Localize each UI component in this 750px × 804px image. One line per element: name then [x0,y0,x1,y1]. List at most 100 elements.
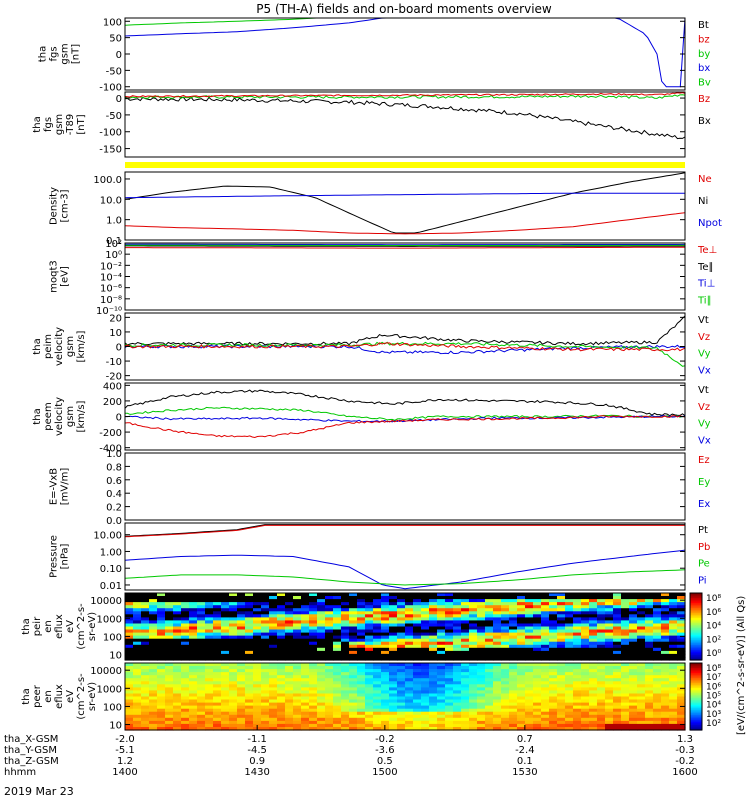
legend-bz: bz [698,34,710,45]
y-tick-label: 0 [116,413,122,424]
series-group [125,525,685,589]
series-line-black [125,97,685,138]
y-axis-label-line: fgs [43,117,54,132]
y-axis-label-line: en [43,620,54,633]
x-row-value: -1.1 [247,734,267,745]
y-axis-label: Density[cm-3] [49,187,71,225]
legend-te∥: Te∥ [697,262,714,273]
legend-vt: Vt [698,385,709,396]
legend-vx: Vx [698,365,711,376]
series-line-green [125,95,685,99]
y-axis-label-line: (cm^2-s- [76,673,87,720]
x-row-value: 0.5 [377,756,393,767]
y-axis-label: thapeerenefluxeV(cm^2-s-sr-eV) [21,673,98,720]
y-axis-label-line: tha [32,408,43,424]
series-group [125,316,685,366]
colorbar-tick-label: 10² [706,719,721,729]
series-line-red [125,213,685,234]
y-tick-label: 0.0 [106,516,122,527]
legend-pe: Pe [698,559,710,570]
x-row-label: hhmm [4,767,36,778]
legend-ey: Ey [698,477,710,488]
y-axis-label-line: eflux [54,684,65,709]
y-tick-label: 0.8 [106,462,122,473]
y-axis-label-line: en [43,690,54,703]
panel-frame [125,523,685,590]
y-tick-label: 50 [109,34,122,45]
y-tick-label: -200 [99,428,122,439]
y-axis-label: thafgsgsm-T89[nT] [32,114,87,136]
legend-ex: Ex [698,499,710,510]
y-tick-label: 1000 [97,684,122,695]
x-row-label: tha_Z-GSM [4,756,59,767]
y-tick-label: 20 [109,313,122,324]
x-row-value: -3.6 [375,745,395,756]
panel-frame [125,243,685,310]
legend-npot: Npot [698,218,722,229]
series-line-red [125,247,685,248]
y-tick-label: 100 [103,17,122,28]
series-group [125,390,685,437]
yellow-quality-strip [125,162,685,168]
legend-ne: Ne [698,174,712,185]
legend-vy: Vy [698,419,711,430]
series-line-green [125,18,685,25]
x-row-value: -2.4 [515,745,535,756]
y-tick-label: -50 [106,66,122,77]
x-row-value: 1.3 [677,734,693,745]
colorbar-tick-label: 10⁸ [706,594,721,604]
y-axis-label-line: gsm [60,43,71,64]
y-axis-label-line: eV [65,690,76,703]
y-tick-label: 0.6 [106,476,122,487]
panel-peer-eflux: 10000100010010thapeerenefluxeV(cm^2-s-sr… [21,663,686,732]
series-group [125,18,685,87]
panel-temperature: 10²10⁰10⁻²10⁻⁴10⁻⁶10⁻⁸10⁻¹⁰moqt3[eV]Te⊥T… [49,239,718,317]
y-tick-label: 100 [103,632,122,643]
colorbar-tick-label: 10⁶ [706,608,721,618]
heatmap-cells [125,593,686,661]
legend-pt: Pt [698,525,708,536]
y-axis-label-line: [nPa] [60,543,71,569]
plot-title: P5 (TH-A) fields and on-board moments ov… [256,2,552,16]
y-tick-label: 0.4 [106,489,122,500]
y-axis-label-line: tha [32,116,43,132]
y-tick-label: 10000 [90,596,122,607]
legend-ti∥: Ti∥ [697,295,712,306]
legend-vx: Vx [698,435,711,446]
x-row-value: -0.2 [675,756,695,767]
y-tick-label: 0.10 [100,564,122,575]
y-tick-label: 10.00 [93,531,122,542]
y-axis-label-line: peim [43,334,54,359]
x-row-value: 1530 [512,767,537,778]
x-row-label: tha_X-GSM [4,734,58,745]
y-tick-label: 0 [116,343,122,354]
panel-frame [125,453,685,520]
panel-frame [125,18,685,90]
y-axis-label: thapeemvelocitygsm[km/s] [32,397,87,436]
y-axis-label-line: fgs [49,46,60,61]
panels: 100500-50-100thafgsgsm[nT]BtbzbybxBv0-50… [21,17,722,731]
y-tick-label: 10 [109,651,122,662]
legend-pi: Pi [698,575,707,586]
legend-ni: Ni [698,196,708,207]
y-axis-label-line: sr-eV) [87,612,98,641]
y-axis-label-line: Density [49,187,60,225]
series-line-black [125,316,685,345]
y-tick-label: 10⁻⁴ [100,273,122,284]
y-axis-label-line: tha [32,338,43,354]
y-axis-label: moqt3[eV] [49,260,71,293]
y-tick-label: 1.0 [106,449,122,460]
y-tick-label: -150 [99,145,122,156]
panel-peim: 20100-10-20thapeimvelocitygsm[km/s]VtVzV… [32,313,711,383]
y-tick-label: 0.01 [100,581,122,592]
y-tick-label: 10⁰ [105,250,122,261]
y-axis-label: E=-VxB[mV/m] [49,468,71,506]
y-axis-label: thapeimvelocitygsm[km/s] [32,327,87,366]
panel-frame [125,172,685,240]
y-tick-label: 10 [109,328,122,339]
